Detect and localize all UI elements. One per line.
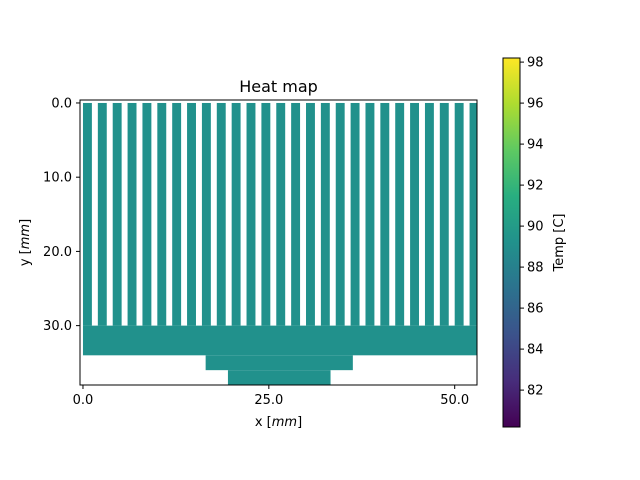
fin-cell (395, 102, 405, 326)
colorbar-tick-label: 84 (527, 343, 544, 358)
step-cell (205, 355, 353, 371)
colorbar-label: Temp [C] (552, 214, 567, 273)
fin-cell (187, 102, 196, 326)
x-axis: 0.0 25.0 50.0 (73, 385, 469, 408)
fin-cell (380, 102, 390, 326)
colorbar-ticks: 82 84 86 88 90 92 94 96 98 (520, 56, 544, 399)
colorbar-tick-label: 98 (527, 56, 544, 71)
y-axis-label: y [mm] (18, 219, 33, 266)
y-tick-label: 20.0 (43, 245, 72, 260)
fin-cell (410, 102, 420, 326)
base-cell (82, 325, 477, 356)
colorbar-tick-label: 82 (527, 384, 544, 399)
fin-cell (454, 102, 464, 326)
colorbar (502, 57, 521, 428)
fin-cell (350, 102, 360, 326)
y-axis: 0.0 10.0 20.0 30.0 (43, 96, 80, 334)
fin-cell (424, 102, 434, 326)
fin-cell (306, 102, 315, 326)
x-axis-label-suffix: ] (297, 415, 302, 430)
fin-cell (142, 102, 152, 326)
fin-cell (469, 102, 477, 326)
colorbar-tick-label: 88 (527, 261, 544, 276)
fin-cell (276, 102, 286, 326)
colorbar-tick-label: 90 (527, 220, 544, 235)
plot-frame (79, 99, 478, 386)
x-tick-label: 50.0 (440, 393, 469, 408)
fin-cell (320, 102, 330, 326)
fin-cell (439, 102, 449, 326)
fin-cell (335, 102, 345, 326)
y-tick-label: 0.0 (51, 96, 72, 111)
colorbar-tick-label: 96 (527, 97, 544, 112)
fin-cell (112, 102, 122, 326)
fin-cell (201, 102, 211, 326)
fin-cell (231, 102, 241, 326)
fin-cell (172, 102, 182, 326)
fin-cell (291, 102, 301, 326)
y-tick-label: 10.0 (43, 171, 72, 186)
x-axis-label: x [mm] (255, 415, 302, 430)
fin-cell (82, 102, 92, 326)
x-axis-label-prefix: x [ (255, 415, 272, 430)
x-tick-label: 0.0 (73, 393, 94, 408)
fin-cell (261, 102, 271, 326)
y-axis-label-suffix: ] (18, 219, 33, 224)
fin-cell (246, 102, 256, 326)
fin-cell (157, 102, 167, 326)
y-axis-label-prefix: y [ (18, 249, 33, 266)
fin-cell (216, 102, 226, 326)
y-tick-label: 30.0 (43, 319, 72, 334)
x-tick-label: 25.0 (254, 393, 283, 408)
fin-cell (97, 102, 107, 326)
y-axis-label-unit: mm (18, 224, 33, 249)
chart-title: Heat map (239, 77, 318, 96)
stem-cell (227, 370, 331, 385)
colorbar-tick-label: 86 (527, 302, 544, 317)
fin-cell (365, 102, 375, 326)
colorbar-tick-label: 94 (527, 138, 544, 153)
fin-cell (127, 102, 137, 326)
x-axis-label-unit: mm (272, 415, 297, 430)
colorbar-tick-label: 92 (527, 179, 544, 194)
heatmap-cells (82, 102, 477, 385)
